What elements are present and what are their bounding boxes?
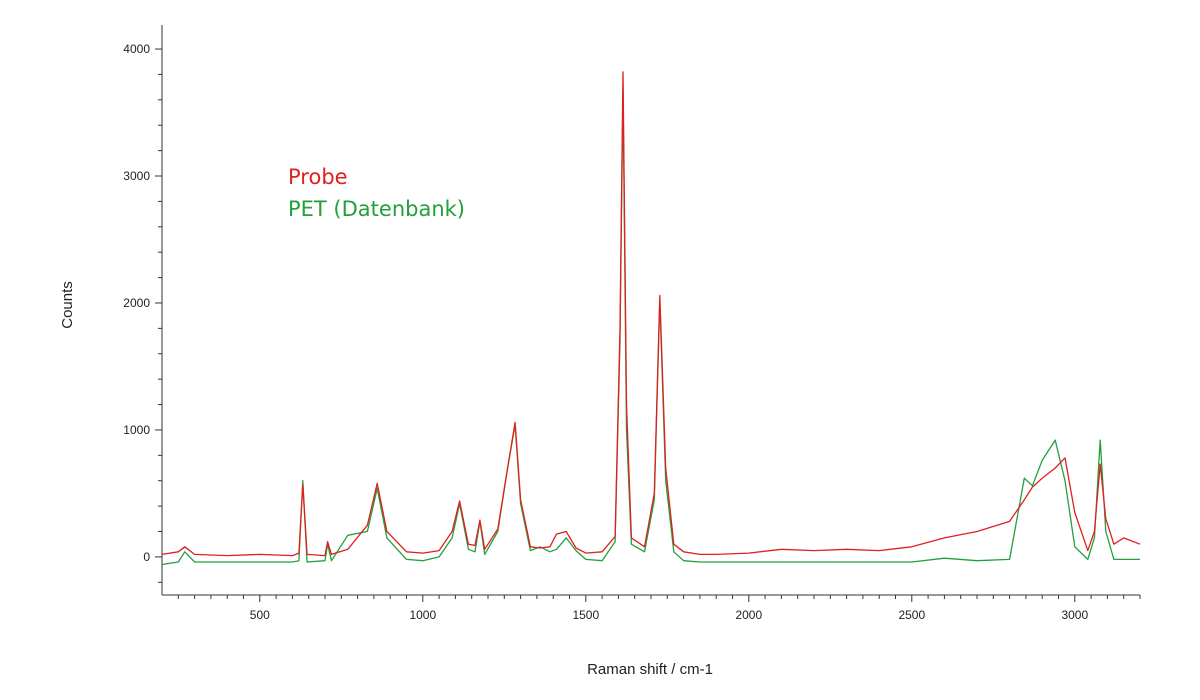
y-tick-label: 3000 bbox=[123, 169, 150, 183]
axes: 0 1000 2000 3000 4000 500 1000 1500 2000 2500 3000 bbox=[123, 25, 1141, 622]
series-line-probe bbox=[161, 71, 1141, 557]
legend: Probe PET (Datenbank) bbox=[288, 165, 465, 221]
x-tick-label: 3000 bbox=[1061, 608, 1088, 622]
y-axis-title: Counts bbox=[59, 281, 76, 329]
x-tick-label: 2500 bbox=[898, 608, 925, 622]
x-tick-label: 1500 bbox=[572, 608, 599, 622]
x-tick-label: 1000 bbox=[409, 608, 436, 622]
x-tick-label: 2000 bbox=[735, 608, 762, 622]
y-tick-label: 0 bbox=[143, 550, 150, 564]
x-tick-label: 500 bbox=[250, 608, 270, 622]
x-axis-title: Raman shift / cm-1 bbox=[587, 661, 713, 678]
y-tick-label: 4000 bbox=[123, 42, 150, 56]
series-line-pet-datenbank bbox=[161, 86, 1140, 566]
legend-entry-pet-datenbank: PET (Datenbank) bbox=[288, 197, 465, 221]
y-tick-label: 1000 bbox=[123, 423, 150, 437]
legend-entry-probe: Probe bbox=[288, 165, 348, 189]
y-tick-label: 2000 bbox=[123, 296, 150, 310]
plot-lines bbox=[161, 71, 1141, 566]
